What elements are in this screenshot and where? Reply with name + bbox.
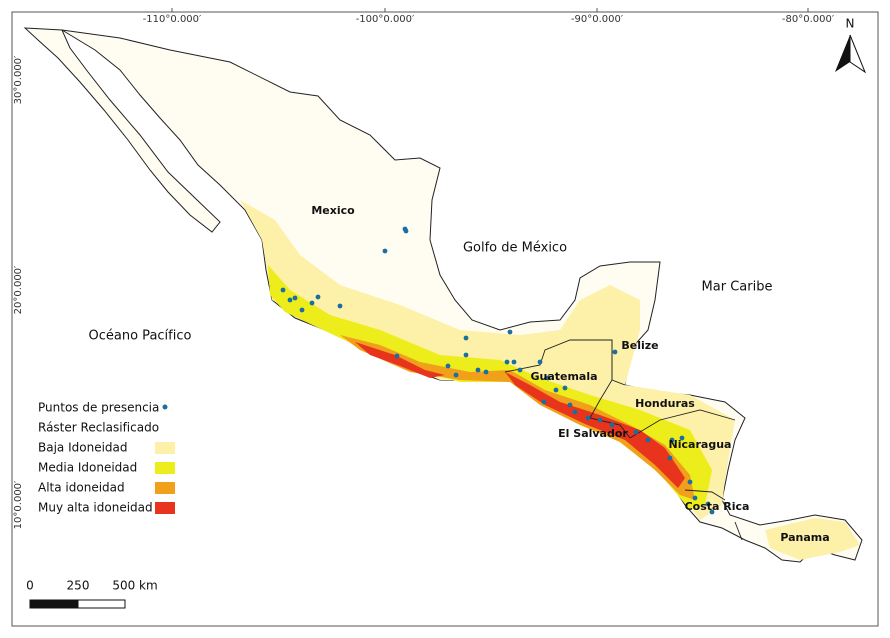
presence-point — [669, 437, 675, 443]
presence-point — [453, 372, 459, 378]
presence-point — [292, 295, 298, 301]
presence-point — [541, 399, 547, 405]
longitude-label: -100°0.000′ — [356, 14, 415, 25]
presence-point — [517, 367, 523, 373]
presence-point — [537, 359, 543, 365]
scale-bar: 0 250 500 km — [26, 579, 158, 609]
country-label: Belize — [621, 339, 658, 352]
presence-point — [545, 375, 551, 381]
presence-points — [280, 226, 715, 515]
longitude-label: -90°0.000′ — [571, 14, 624, 25]
presence-point — [463, 335, 469, 341]
presence-point — [445, 363, 451, 369]
presence-point — [287, 297, 293, 303]
presence-point — [612, 349, 618, 355]
border-gt-hn — [589, 379, 613, 419]
legend-swatch — [155, 482, 175, 494]
legend-class-label: Alta idoneidad — [38, 481, 125, 495]
longitude-label: -110°0.000′ — [143, 14, 202, 25]
baja-california — [23, 27, 221, 233]
legend-swatch — [155, 462, 175, 474]
water-label: Golfo de México — [463, 241, 567, 256]
presence-point — [562, 385, 568, 391]
north-arrow: N — [835, 17, 867, 74]
legend-raster-title: Ráster Reclasificado — [38, 421, 159, 435]
presence-point — [633, 429, 639, 435]
presence-point — [553, 387, 559, 393]
legend-swatch — [155, 502, 175, 514]
presence-point — [507, 329, 513, 335]
presence-point — [337, 303, 343, 309]
scale-segment — [29, 599, 79, 609]
latitude-label: 30°0.000′ — [13, 55, 24, 104]
country-label: Panama — [780, 531, 829, 544]
presence-point — [679, 435, 685, 441]
presence-point — [667, 455, 673, 461]
presence-point — [463, 352, 469, 358]
presence-point — [585, 415, 591, 421]
latitude-label: 10°0.000′ — [13, 480, 24, 529]
presence-point — [609, 422, 615, 428]
presence-point — [567, 402, 573, 408]
presence-point — [475, 367, 481, 373]
presence-point — [394, 353, 400, 359]
arrow-half — [835, 35, 850, 72]
border-hn-ni — [629, 409, 736, 439]
country-label: Honduras — [635, 397, 695, 410]
presence-point — [309, 300, 315, 306]
country-label: Nicaragua — [669, 438, 732, 451]
presence-point — [483, 369, 489, 375]
legend-class-label: Muy alta idoneidad — [38, 501, 153, 515]
legend-class-label: Baja Idoneidad — [38, 441, 128, 455]
presence-point — [709, 509, 715, 515]
legend-point-symbol — [162, 404, 168, 410]
scale-segment — [77, 599, 126, 609]
legend-points-label: Puntos de presencia — [38, 401, 159, 415]
border-cr-pa — [734, 521, 743, 541]
country-label: Mexico — [311, 204, 355, 217]
country-label: Costa Rica — [685, 500, 750, 513]
scale-label: 500 km — [112, 579, 157, 593]
presence-point — [504, 359, 510, 365]
scale-label: 0 — [26, 579, 34, 593]
scale-label: 250 — [67, 579, 90, 593]
low-suitability-panama — [765, 518, 860, 560]
presence-point — [705, 501, 711, 507]
presence-point — [572, 409, 578, 415]
country-label: El Salvador — [558, 427, 628, 440]
graticule-ticks — [171, 8, 809, 12]
longitude-label: -80°0.000′ — [782, 14, 835, 25]
latitude-label: 20°0.000′ — [13, 265, 24, 314]
presence-point — [511, 359, 517, 365]
presence-point — [687, 479, 693, 485]
presence-point — [299, 307, 305, 313]
legend-swatch — [155, 442, 175, 454]
arrow-half — [849, 34, 867, 74]
map-frame — [11, 11, 879, 627]
legend-class-label: Media Idoneidad — [38, 461, 137, 475]
presence-point — [597, 417, 603, 423]
legend: Puntos de presencia Ráster Reclasificado… — [38, 401, 175, 515]
presence-point — [280, 287, 286, 293]
presence-point — [382, 248, 388, 254]
water-label: Océano Pacífico — [89, 329, 192, 344]
country-label: Guatemala — [530, 370, 597, 383]
border-ni-cr — [684, 489, 726, 501]
presence-point — [692, 495, 698, 501]
north-label: N — [846, 17, 855, 31]
presence-point — [645, 437, 651, 443]
presence-point — [403, 228, 409, 234]
presence-point — [315, 294, 321, 300]
very-high-suitability — [355, 342, 685, 488]
water-label: Mar Caribe — [702, 280, 773, 295]
legend-classes: Baja Idoneidad Media Idoneidad Alta idonei… — [38, 441, 175, 515]
